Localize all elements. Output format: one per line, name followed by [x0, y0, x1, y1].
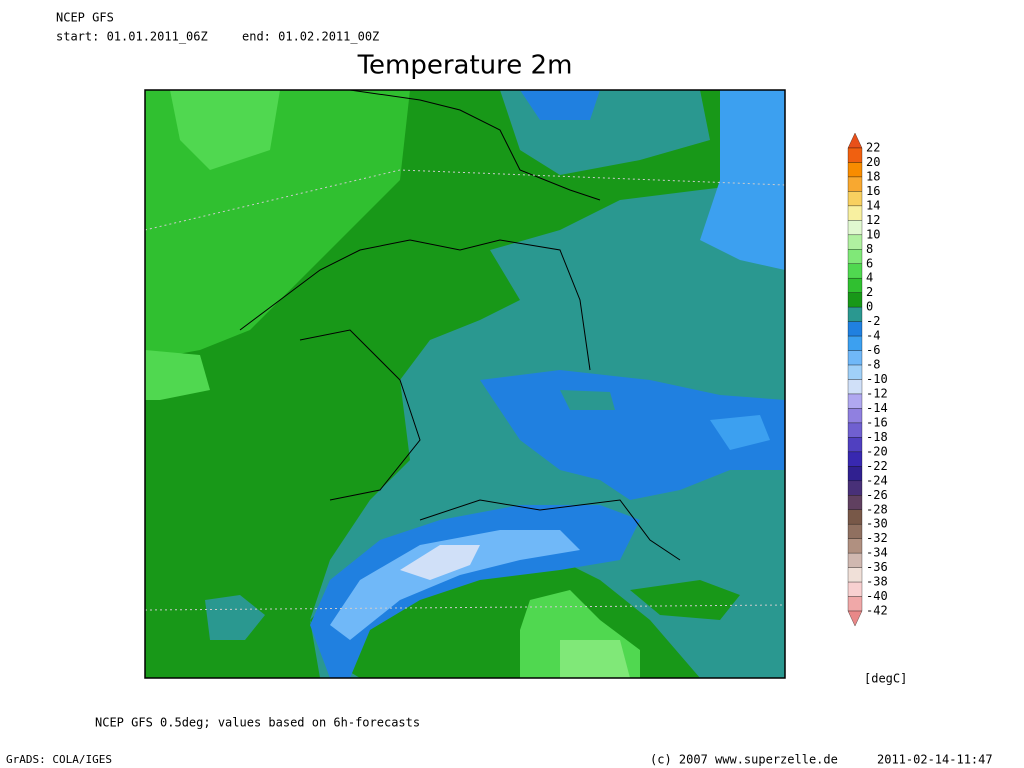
colorbar-swatch	[847, 451, 863, 467]
colorbar-swatch	[847, 132, 863, 149]
colorbar-label: -40	[866, 589, 888, 603]
colorbar-swatch	[847, 249, 863, 264]
colorbar-label: 18	[866, 169, 880, 183]
colorbar-label: -24	[866, 473, 888, 487]
colorbar-label: -34	[866, 546, 888, 560]
map	[144, 89, 786, 679]
colorbar-swatch	[847, 393, 863, 409]
colorbar-swatch	[847, 553, 863, 568]
colorbar-swatch	[847, 205, 863, 221]
unit: [degC]	[864, 672, 907, 686]
colorbar: 2220181614121086420-2-4-6-8-10-12-14-16-…	[847, 132, 888, 627]
timestamp: 2011-02-14-11:47	[877, 753, 993, 767]
colorbar-label: -2	[866, 314, 880, 328]
colorbar-swatch	[847, 466, 863, 481]
colorbar-label: -6	[866, 343, 880, 357]
title: Temperature 2m	[357, 51, 573, 81]
colorbar-swatch	[847, 220, 863, 235]
colorbar-label: -30	[866, 517, 888, 531]
colorbar-label: -10	[866, 372, 888, 386]
colorbar-swatch	[847, 292, 863, 308]
colorbar-label: 10	[866, 227, 880, 241]
colorbar-label: -20	[866, 444, 888, 458]
colorbar-label: 16	[866, 184, 880, 198]
copyright: (c) 2007 www.superzelle.de	[650, 753, 838, 767]
colorbar-swatch	[847, 307, 863, 322]
colorbar-swatch	[847, 321, 863, 337]
colorbar-swatch	[847, 191, 863, 207]
colorbar-swatch	[847, 567, 863, 583]
colorbar-label: -32	[866, 531, 888, 545]
colorbar-label: 6	[866, 256, 873, 270]
colorbar-label: -12	[866, 386, 888, 400]
colorbar-label: 2	[866, 285, 873, 299]
start: start: 01.01.2011_06Z	[56, 30, 208, 44]
colorbar-label: 4	[866, 271, 873, 285]
colorbar-label: 20	[866, 155, 880, 169]
colorbar-swatch	[847, 408, 863, 424]
colorbar-swatch	[847, 538, 863, 554]
colorbar-label: -16	[866, 415, 888, 429]
colorbar-swatch	[847, 581, 863, 597]
colorbar-swatch	[847, 263, 863, 279]
colorbar-label: -28	[866, 502, 888, 516]
colorbar-label: -26	[866, 488, 888, 502]
colorbar-label: 22	[866, 141, 880, 155]
colorbar-label: -36	[866, 560, 888, 574]
colorbar-label: -14	[866, 401, 888, 415]
colorbar-label: -38	[866, 575, 888, 589]
colorbar-swatch	[847, 379, 863, 395]
end: end: 01.02.2011_00Z	[242, 30, 379, 44]
colorbar-swatch	[847, 437, 863, 453]
colorbar-swatch	[847, 495, 863, 510]
colorbar-label: 0	[866, 300, 873, 314]
colorbar-label: -8	[866, 358, 880, 372]
colorbar-label: 14	[866, 198, 880, 212]
colorbar-swatch	[847, 278, 863, 293]
colorbar-swatch	[847, 509, 863, 525]
software: GrADS: COLA/IGES	[6, 753, 112, 766]
source: NCEP GFS	[56, 11, 114, 25]
colorbar-swatch	[847, 422, 863, 438]
colorbar-label: -4	[866, 329, 880, 343]
note: NCEP GFS 0.5deg; values based on 6h-fore…	[95, 716, 420, 730]
colorbar-swatch	[847, 524, 863, 539]
colorbar-swatch	[847, 335, 863, 351]
colorbar-swatch	[847, 176, 863, 192]
colorbar-swatch	[847, 350, 863, 366]
colorbar-label: -42	[866, 604, 888, 618]
colorbar-swatch	[847, 162, 863, 178]
colorbar-swatch	[847, 147, 863, 163]
colorbar-label: 12	[866, 213, 880, 227]
colorbar-swatch	[847, 480, 863, 496]
colorbar-label: 8	[866, 242, 873, 256]
colorbar-swatch	[847, 234, 863, 250]
colorbar-label: -18	[866, 430, 888, 444]
colorbar-label: -22	[866, 459, 888, 473]
colorbar-swatch	[847, 610, 863, 627]
colorbar-swatch	[847, 596, 863, 612]
colorbar-swatch	[847, 364, 863, 380]
